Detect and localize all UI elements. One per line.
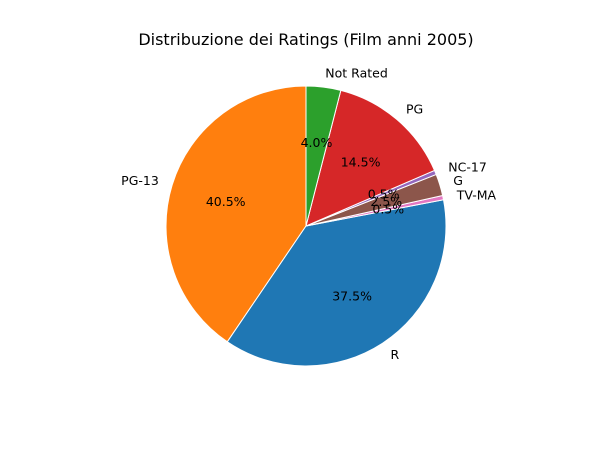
- slice-percent-nc-17: 0.5%: [368, 186, 400, 201]
- slice-label-pg: PG: [406, 101, 423, 116]
- pie-labels: PG-13 40.5% R 37.5% TV-MA 0.5% G 2.5% NC-17 0.5% P…: [121, 66, 496, 363]
- slice-percent-r: 37.5%: [332, 289, 372, 304]
- slice-label-tv-ma: TV-MA: [456, 187, 497, 202]
- slice-percent-g: 2.5%: [370, 194, 402, 209]
- slice-percent-pg-13: 40.5%: [206, 194, 246, 209]
- pie-slice-not-rated: [305, 85, 342, 227]
- slice-label-pg-13: PG-13: [121, 173, 159, 188]
- slice-percent-pg: 14.5%: [341, 155, 381, 170]
- slice-percent-tv-ma: 0.5%: [372, 202, 404, 217]
- slice-label-not-rated: Not Rated: [325, 66, 387, 81]
- pie-slices: [165, 85, 447, 367]
- pie-slice-pg: [305, 89, 436, 227]
- slice-label-g: G: [453, 173, 463, 188]
- slice-label-nc-17: NC-17: [448, 160, 487, 175]
- chart-title: Distribuzione dei Ratings (Film anni 200…: [138, 30, 473, 49]
- pie-slice-r: [226, 199, 447, 367]
- slice-label-r: R: [391, 347, 400, 362]
- slice-percent-not-rated: 4.0%: [301, 135, 333, 150]
- pie-slice-pg-13: [165, 85, 307, 343]
